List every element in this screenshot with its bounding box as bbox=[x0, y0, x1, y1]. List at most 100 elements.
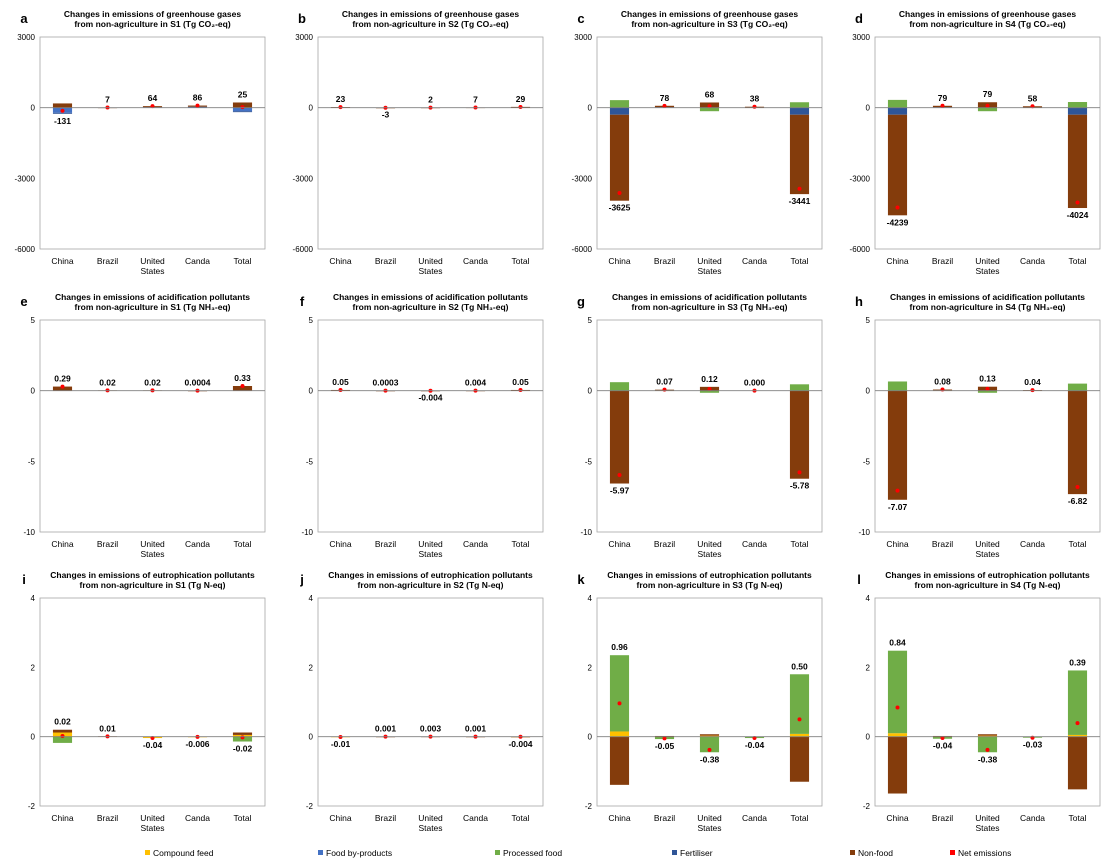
data-label: 58 bbox=[1028, 93, 1038, 103]
category-label: Brazil bbox=[654, 539, 675, 549]
bar-segment-non-food bbox=[232, 386, 253, 391]
net-emissions-point bbox=[940, 103, 945, 108]
net-emissions-point bbox=[518, 104, 523, 109]
bar-segment-processed-food bbox=[1067, 670, 1088, 735]
net-emissions-point bbox=[707, 747, 712, 752]
net-emissions-point bbox=[240, 384, 245, 389]
y-tick-label: -6000 bbox=[293, 245, 314, 254]
panel-title: from non-agriculture in S3 (Tg NH₃-eq) bbox=[632, 302, 788, 312]
legend-swatch-fertiliser bbox=[672, 850, 677, 855]
y-tick-label: -6000 bbox=[15, 245, 36, 254]
category-label: Canda bbox=[742, 256, 767, 266]
legend-label: Non-food bbox=[858, 848, 893, 858]
plot-frame bbox=[874, 319, 1101, 533]
y-tick-label: -3000 bbox=[572, 174, 593, 183]
data-label: 0.003 bbox=[420, 724, 442, 734]
category-label: Brazil bbox=[97, 256, 118, 266]
category-label: Canda bbox=[185, 813, 210, 823]
net-emissions-point bbox=[895, 488, 900, 493]
category-label: United States bbox=[697, 256, 722, 276]
data-label: 0.50 bbox=[791, 661, 808, 671]
panel-letter: i bbox=[22, 572, 26, 587]
bar-segment-processed-food bbox=[609, 655, 630, 732]
net-emissions-point bbox=[617, 473, 622, 478]
category-label: United States bbox=[975, 256, 1000, 276]
panel-title: Changes in emissions of greenhouse gases bbox=[64, 9, 241, 19]
y-tick-label: -3000 bbox=[293, 174, 314, 183]
y-tick-label: -3000 bbox=[850, 174, 871, 183]
category-label: Canda bbox=[1020, 256, 1045, 266]
data-label: -5.97 bbox=[610, 486, 630, 496]
category-label: Brazil bbox=[932, 256, 953, 266]
data-label: -131 bbox=[54, 116, 71, 126]
category-label: China bbox=[329, 539, 351, 549]
data-label: 0.001 bbox=[375, 724, 397, 734]
bar-segment-non-food bbox=[1067, 114, 1088, 209]
chart-panel-e: e Changes in emissions of acidification p… bbox=[20, 292, 266, 559]
bar-segment-processed-food bbox=[887, 650, 908, 734]
category-label: Total bbox=[512, 539, 530, 549]
bar-segment-non-food bbox=[52, 729, 73, 733]
net-emissions-point bbox=[195, 103, 200, 108]
category-label: United States bbox=[140, 539, 165, 559]
net-emissions-point bbox=[150, 104, 155, 109]
net-emissions-point bbox=[895, 205, 900, 210]
category-label: Total bbox=[234, 813, 252, 823]
data-label: 7 bbox=[105, 95, 110, 105]
bar-segment-non-food bbox=[232, 732, 253, 735]
y-tick-label: 5 bbox=[31, 316, 36, 325]
y-tick-label: -2 bbox=[585, 802, 593, 811]
net-emissions-point bbox=[60, 108, 65, 113]
y-tick-label: 5 bbox=[588, 316, 593, 325]
bar-segment-non-food bbox=[1067, 390, 1088, 495]
category-label: United States bbox=[697, 813, 722, 833]
data-label: 2 bbox=[428, 95, 433, 105]
y-tick-label: 0 bbox=[309, 733, 314, 742]
y-tick-label: 3000 bbox=[574, 33, 592, 42]
legend-swatch-non-food bbox=[850, 850, 855, 855]
bar-segment-non-food bbox=[52, 103, 73, 108]
panel-letter: l bbox=[857, 572, 861, 587]
panel-title: Changes in emissions of acidification po… bbox=[612, 292, 807, 302]
y-tick-label: 2 bbox=[588, 663, 593, 672]
bar-segment-non-food bbox=[609, 736, 630, 785]
data-label: 38 bbox=[750, 94, 760, 104]
panel-title: from non-agriculture in S1 (Tg CO₂-eq) bbox=[74, 19, 230, 29]
bar-segment-non-food bbox=[232, 102, 253, 108]
y-tick-label: 4 bbox=[31, 594, 36, 603]
y-tick-label: 0 bbox=[588, 387, 593, 396]
plot-frame bbox=[317, 319, 544, 533]
y-tick-label: 4 bbox=[309, 594, 314, 603]
y-tick-label: -10 bbox=[23, 528, 35, 537]
panel-title: from non-agriculture in S2 (Tg NH₃-eq) bbox=[353, 302, 509, 312]
y-tick-label: 0 bbox=[31, 733, 36, 742]
data-label: -7.07 bbox=[888, 502, 908, 512]
chart-panel-h: h Changes in emissions of acidification p… bbox=[855, 292, 1101, 559]
data-label: 0.02 bbox=[54, 717, 71, 727]
category-label: Total bbox=[791, 813, 809, 823]
category-label: Canda bbox=[463, 539, 488, 549]
panel-letter: k bbox=[577, 572, 585, 587]
bar-segment-compound-feed bbox=[789, 733, 810, 737]
category-label: Brazil bbox=[375, 539, 396, 549]
panel-title: Changes in emissions of eutrophication p… bbox=[328, 570, 533, 580]
panel-title: Changes in emissions of greenhouse gases bbox=[342, 9, 519, 19]
bar-segment-non-food bbox=[609, 114, 630, 201]
category-label: Total bbox=[234, 539, 252, 549]
category-label: United States bbox=[418, 539, 443, 559]
data-label: 68 bbox=[705, 89, 715, 99]
y-tick-label: -10 bbox=[301, 528, 313, 537]
net-emissions-point bbox=[338, 105, 343, 110]
net-emissions-point bbox=[985, 386, 990, 391]
panel-title: Changes in emissions of eutrophication p… bbox=[50, 570, 255, 580]
category-label: Canda bbox=[463, 256, 488, 266]
legend-swatch-net-emissions bbox=[950, 850, 955, 855]
net-emissions-point bbox=[797, 470, 802, 475]
category-label: China bbox=[608, 256, 630, 266]
chart-panel-i: i Changes in emissions of eutrophication … bbox=[22, 570, 266, 833]
bar-segment-processed-food bbox=[789, 674, 810, 734]
bar-segment-fertiliser bbox=[1067, 107, 1088, 115]
data-label: 25 bbox=[238, 89, 248, 99]
plot-frame bbox=[39, 36, 266, 250]
panel-letter: c bbox=[577, 11, 584, 26]
